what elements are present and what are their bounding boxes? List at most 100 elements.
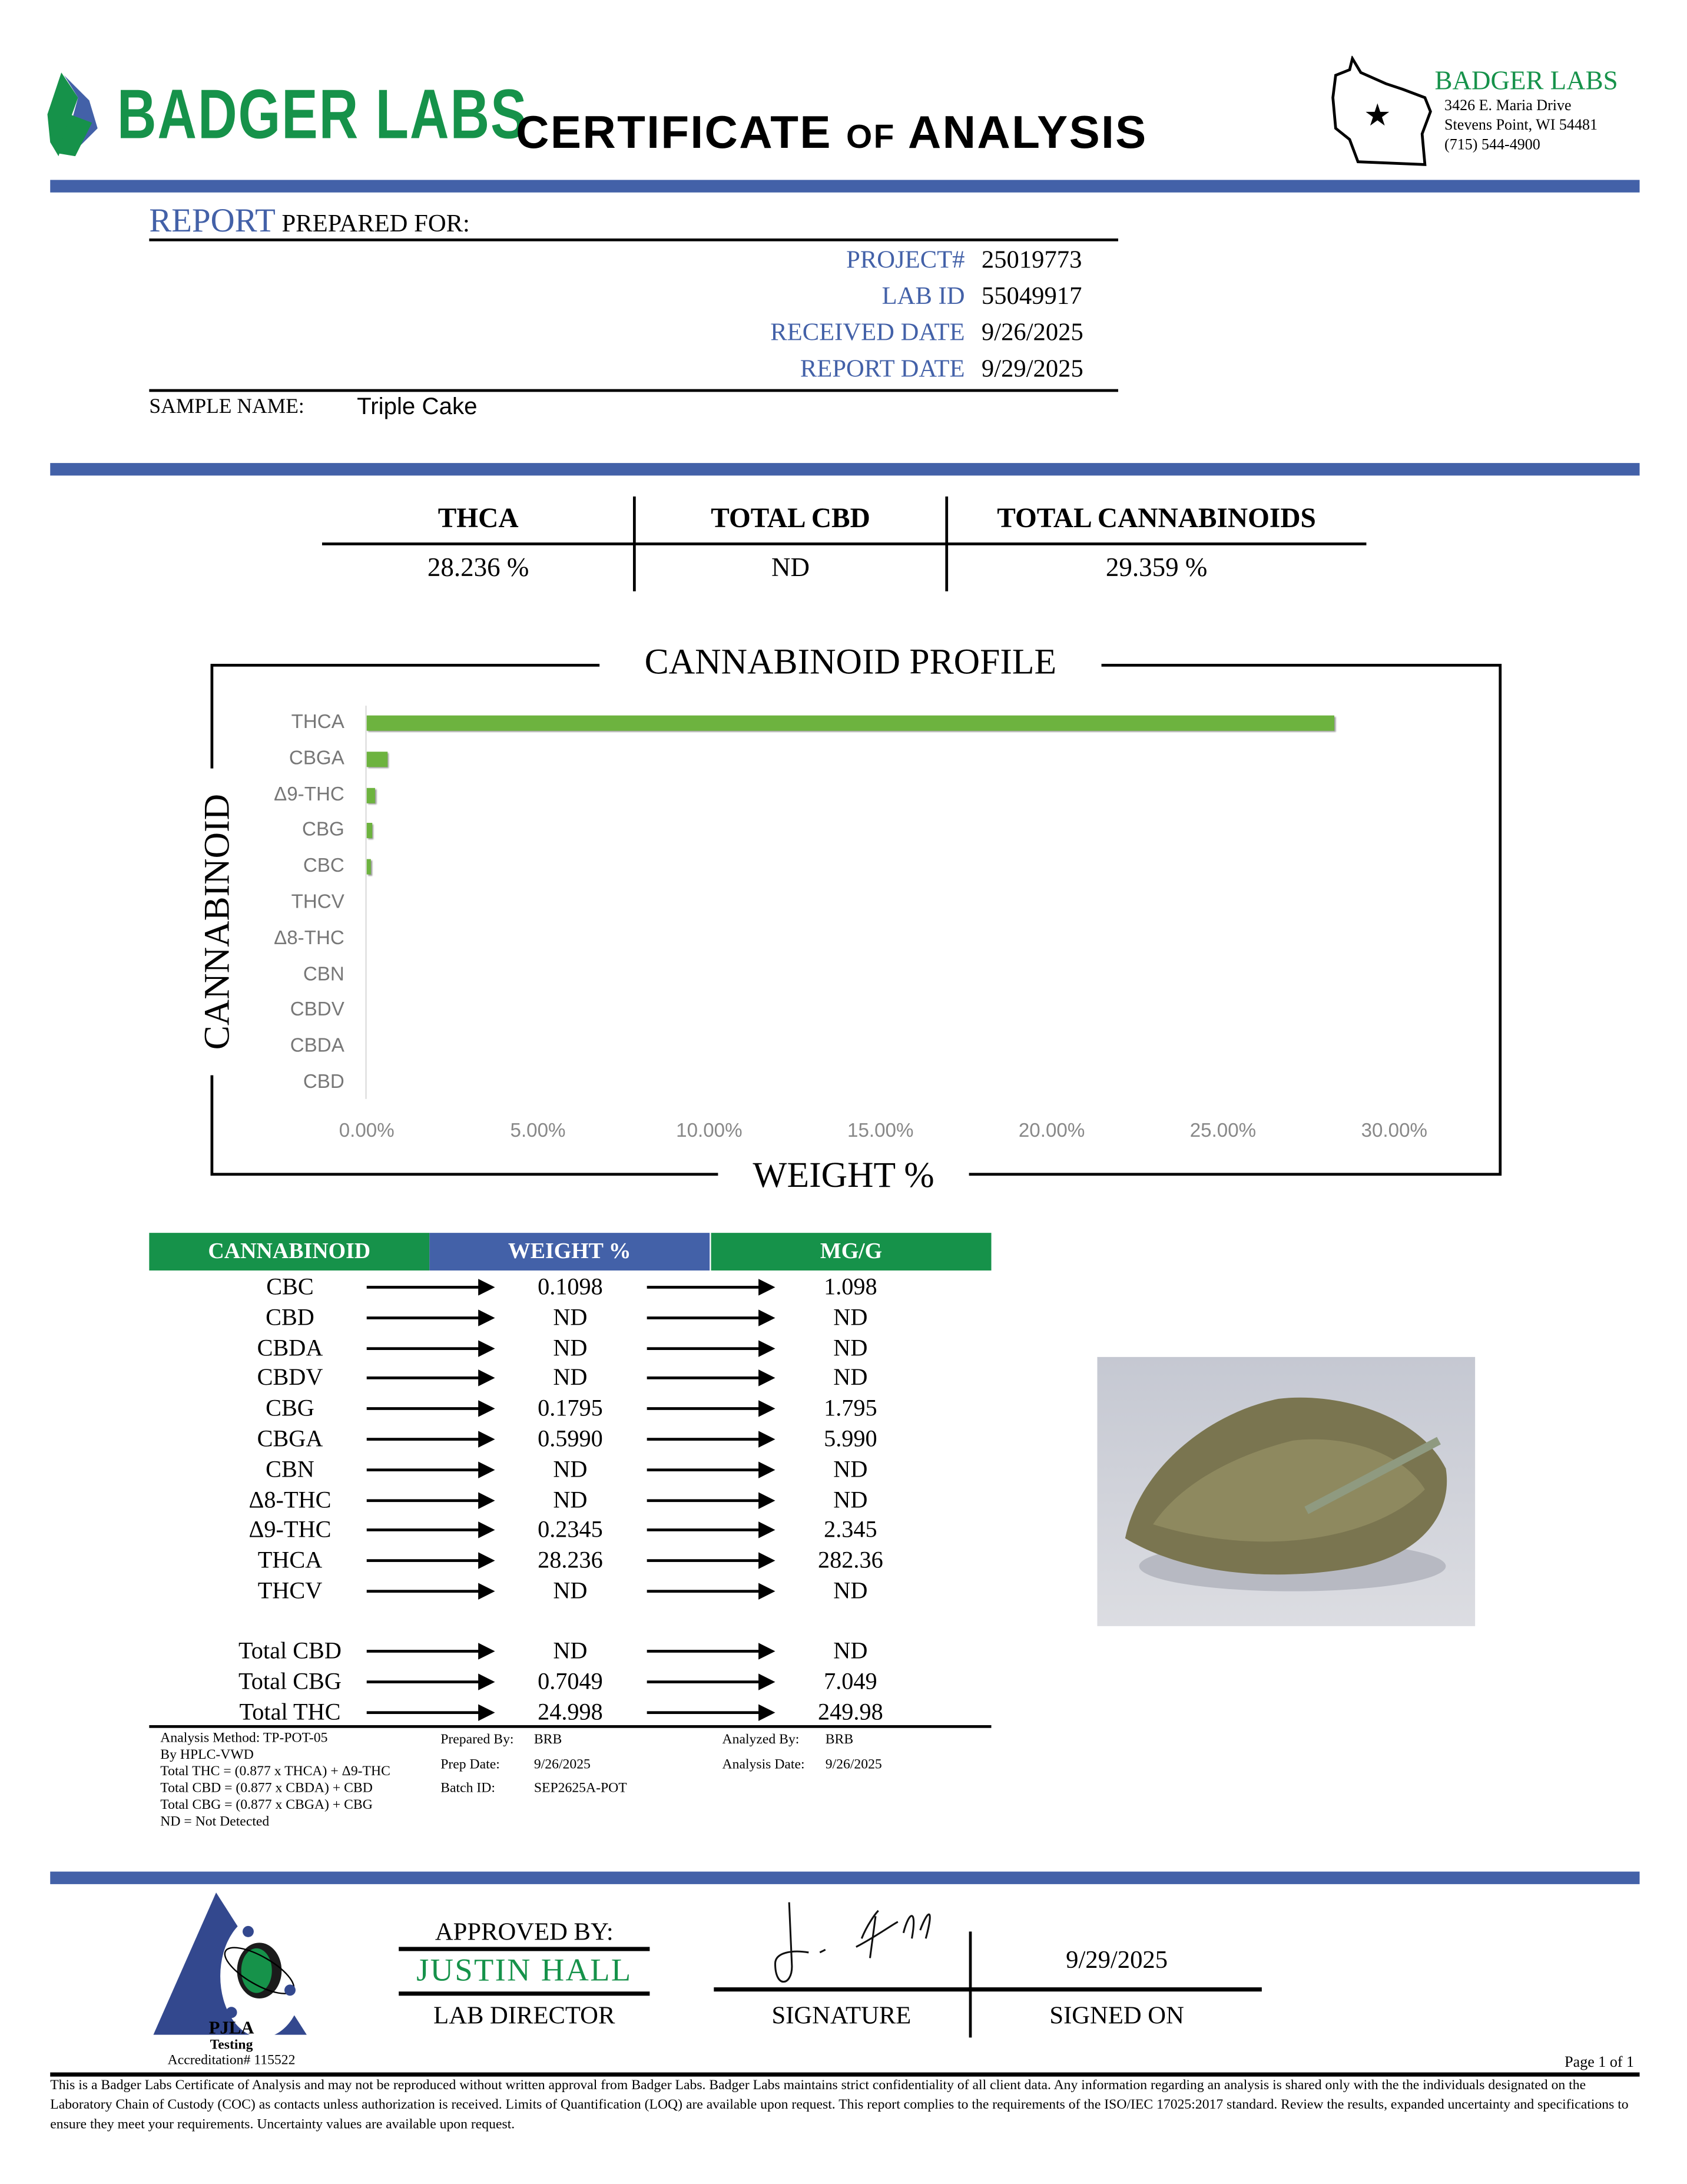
cannabinoid-name: Δ9-THC xyxy=(248,1516,332,1543)
bar-CBG xyxy=(366,823,373,839)
analysis-date-value: 9/26/2025 xyxy=(825,1757,882,1773)
chart-title: CANNABINOID PROFILE xyxy=(599,641,1102,684)
analysis-date-label: Analysis Date: xyxy=(722,1757,805,1773)
page-number: Page 1 of 1 xyxy=(1565,2054,1635,2072)
lab-address: 3426 E. Maria Drive Stevens Point, WI 54… xyxy=(1444,96,1597,154)
report-prepared-for: REPORT PREPARED FOR: xyxy=(149,203,470,240)
table-row: THCA 28.236 282.36 xyxy=(149,1547,991,1577)
arrow-icon xyxy=(647,1583,775,1600)
x-tick-label: 15.00% xyxy=(847,1118,914,1141)
divider xyxy=(399,1947,650,1951)
address-brand: BADGER LABS xyxy=(1434,67,1618,97)
weight-value: 0.7049 xyxy=(538,1667,603,1695)
arrow-icon xyxy=(366,1400,495,1418)
arrow-icon xyxy=(366,1522,495,1539)
summary-thca-label: THCA xyxy=(438,503,519,534)
divider xyxy=(399,1991,650,1996)
note-line: By HPLC-VWD xyxy=(160,1747,254,1763)
sample-name-value: Triple Cake xyxy=(357,393,478,420)
weight-value: 0.2345 xyxy=(538,1516,603,1543)
y-category-label: THCV xyxy=(291,889,344,912)
table-row: Δ8-THC ND ND xyxy=(149,1486,991,1517)
summary-total-cbd-label: TOTAL CBD xyxy=(711,503,870,534)
x-tick-label: 5.00% xyxy=(510,1118,566,1141)
mg-g-value: 5.990 xyxy=(824,1425,877,1452)
table-row: CBC 0.1098 1.098 xyxy=(149,1273,991,1304)
document-title: CERTIFICATE OF ANALYSIS xyxy=(516,105,1148,158)
table-row: CBD ND ND xyxy=(149,1303,991,1334)
address-line: Stevens Point, WI 54481 xyxy=(1444,117,1598,134)
x-tick-label: 0.00% xyxy=(339,1118,395,1141)
divider xyxy=(149,238,1118,241)
batch-id-value: SEP2625A-POT xyxy=(533,1781,627,1796)
divider xyxy=(632,496,636,591)
table-row: CBDV ND ND xyxy=(149,1365,991,1395)
mg-g-value: ND xyxy=(833,1577,868,1604)
y-category-label: CBD xyxy=(303,1070,344,1092)
signature-label: SIGNATURE xyxy=(771,2001,912,2030)
table-row: Total CBG 0.7049 7.049 xyxy=(149,1667,991,1698)
approved-by-label: APPROVED BY: xyxy=(435,1917,614,1946)
bar-CBC xyxy=(366,859,371,875)
approver-name: JUSTIN HALL xyxy=(416,1952,632,1988)
accreditation-number: Accreditation# 115522 xyxy=(167,2053,296,2069)
pjla-testing-text: Testing xyxy=(210,2037,253,2053)
cannabinoid-name: CBD xyxy=(266,1303,314,1331)
mg-g-value: ND xyxy=(833,1364,868,1391)
divider-bar xyxy=(50,1871,1640,1884)
arrow-icon xyxy=(647,1643,775,1660)
x-tick-label: 20.00% xyxy=(1018,1118,1085,1141)
arrow-icon xyxy=(366,1339,495,1356)
arrow-icon xyxy=(647,1431,775,1448)
weight-value: ND xyxy=(553,1577,588,1604)
mg-g-value: 1.795 xyxy=(824,1395,877,1422)
table-row: CBDA ND ND xyxy=(149,1334,991,1365)
lab-id-value: 55049917 xyxy=(981,282,1082,310)
prepared-by-label: Prepared By: xyxy=(440,1732,514,1748)
project-label: PROJECT# xyxy=(846,245,965,274)
batch-id-label: Batch ID: xyxy=(440,1781,495,1796)
weight-value: 24.998 xyxy=(538,1698,603,1725)
summary-thca-value: 28.236 % xyxy=(427,554,529,583)
weight-value: ND xyxy=(553,1637,588,1664)
weight-value: ND xyxy=(553,1455,588,1483)
prepared-by-value: BRB xyxy=(533,1732,562,1748)
chart-frame xyxy=(210,664,1502,1176)
cannabinoid-name: CBDA xyxy=(257,1334,323,1361)
arrow-icon xyxy=(366,1703,495,1720)
summary-total-cannabinoids-value: 29.359 % xyxy=(1105,554,1208,583)
phone: (715) 544-4900 xyxy=(1444,137,1540,154)
analyzed-by-value: BRB xyxy=(825,1732,854,1748)
arrow-icon xyxy=(647,1673,775,1690)
divider xyxy=(149,1725,992,1728)
mg-g-value: ND xyxy=(833,1455,868,1483)
divider xyxy=(50,2072,1640,2077)
sample-photo xyxy=(1097,1356,1476,1626)
report-date-label: REPORT DATE xyxy=(800,354,965,382)
mg-g-value: ND xyxy=(833,1303,868,1331)
table-row: Total THC 24.998 249.98 xyxy=(149,1698,991,1729)
bar-Δ9-THC xyxy=(366,787,375,803)
table-row: CBN ND ND xyxy=(149,1456,991,1487)
cannabinoid-name: CBN xyxy=(266,1455,314,1483)
divider-bar xyxy=(50,180,1640,193)
signature-image xyxy=(774,1902,931,1983)
svg-text:★: ★ xyxy=(1364,99,1391,133)
note-line: Analysis Method: TP-POT-05 xyxy=(160,1730,328,1746)
pjla-accreditation-logo-icon xyxy=(153,1892,307,2038)
divider xyxy=(149,389,1118,392)
table-row: THCV ND ND xyxy=(149,1577,991,1608)
signature-line xyxy=(714,1987,1262,1992)
cannabinoid-name: Total CBG xyxy=(238,1667,342,1695)
chart-y-axis xyxy=(365,706,367,1099)
arrow-icon xyxy=(647,1370,775,1387)
weight-value: 0.1098 xyxy=(538,1273,603,1300)
table-row: CBG 0.1795 1.795 xyxy=(149,1395,991,1425)
weight-value: 0.5990 xyxy=(538,1425,603,1452)
cannabinoid-name: THCA xyxy=(257,1547,323,1574)
received-date-value: 9/26/2025 xyxy=(981,317,1083,346)
x-tick-label: 10.00% xyxy=(676,1118,743,1141)
note-line: Total CBG = (0.877 x CBGA) + CBG xyxy=(160,1798,373,1814)
weight-value: 28.236 xyxy=(538,1547,603,1574)
